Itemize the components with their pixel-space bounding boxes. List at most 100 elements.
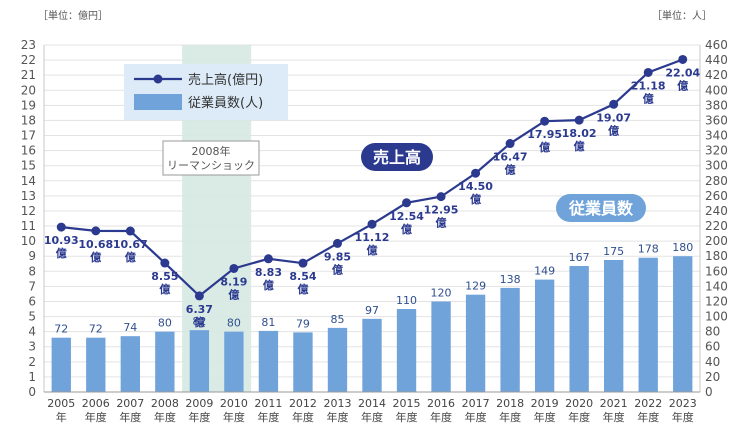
sales-line (56, 54, 688, 301)
employee-bar (224, 331, 244, 392)
employee-bar-label: 180 (672, 241, 693, 254)
y-left-tick: 5 (28, 310, 36, 324)
sales-badge: 売上高 (361, 143, 433, 171)
sales-point-label-unit: 億 (574, 139, 585, 153)
lehman-shock-box: 2008年 リーマンショック (162, 140, 260, 176)
x-tick-year: 2011 (254, 397, 282, 410)
sales-point (505, 139, 515, 149)
sales-point-label: 8.83 (255, 266, 282, 279)
sales-point-label: 14.50 (458, 180, 493, 193)
sales-point (540, 116, 550, 126)
sales-point (160, 258, 170, 268)
sales-point-label: 9.85 (324, 250, 351, 263)
sales-point (263, 254, 273, 264)
employee-bar (189, 330, 210, 392)
data-labels: 72 72 74 80 82 80 81 79 85 97 110 120 129 138 149 167 17… (44, 66, 701, 335)
x-tick-year: 2007 (116, 397, 144, 410)
y-right-tick: 40 (705, 355, 720, 369)
sales-point-label: 19.07 (596, 111, 631, 124)
y-right-tick: 320 (705, 144, 728, 158)
x-tick-year: 2013 (323, 397, 351, 410)
sales-point-label: 12.95 (424, 204, 459, 217)
sales-point-label-unit: 億 (367, 243, 378, 257)
employee-bar (120, 336, 140, 392)
employee-bar-label: 85 (330, 313, 344, 326)
unit-left: ［単位：億円］ (38, 9, 108, 22)
employee-bar (327, 327, 348, 392)
employee-bar (258, 330, 279, 392)
legend: 売上高(億円) 従業員数(人) (124, 64, 288, 120)
y-right-tick: 160 (705, 264, 728, 278)
sales-point-label-unit: 億 (297, 282, 308, 296)
x-tick-suffix: 年度 (672, 410, 694, 424)
sales-point (402, 198, 412, 208)
axes: 0123456789101112131415161718192021222302… (21, 38, 728, 424)
y-right-tick: 140 (705, 279, 728, 293)
x-tick-year: 2015 (393, 397, 421, 410)
sales-point (229, 263, 239, 273)
employee-bar (396, 309, 417, 392)
employee-bar-label: 80 (158, 317, 172, 330)
x-tick-year: 2019 (531, 397, 559, 410)
sales-point-label: 8.19 (220, 275, 247, 288)
employee-bar (51, 337, 71, 392)
y-right-tick: 260 (705, 189, 728, 203)
sales-point-label: 10.68 (78, 238, 113, 251)
x-tick-suffix: 年 (56, 410, 67, 424)
sales-point (91, 226, 101, 236)
sales-point (298, 258, 308, 268)
sales-point (436, 192, 446, 202)
sales-badge-text: 売上高 (373, 148, 421, 167)
sales-point-label-unit: 億 (505, 163, 516, 177)
sales-point-label-unit: 億 (194, 315, 205, 329)
y-left-tick: 6 (28, 294, 36, 308)
sales-point-label: 12.54 (389, 210, 424, 223)
y-left-tick: 2 (28, 355, 36, 369)
x-tick-suffix: 年度 (257, 410, 279, 424)
employee-bar-label: 97 (365, 304, 379, 317)
x-tick-year: 2009 (185, 397, 213, 410)
y-left-tick: 4 (28, 325, 36, 339)
sales-point-label-unit: 億 (677, 78, 688, 92)
sales-point-label-unit: 億 (401, 222, 412, 236)
x-tick-year: 2020 (565, 397, 593, 410)
employee-bar-label: 74 (123, 321, 137, 334)
x-tick-suffix: 年度 (568, 410, 590, 424)
x-tick-year: 2014 (358, 397, 386, 410)
sales-point (643, 67, 653, 77)
y-right-tick: 280 (705, 174, 728, 188)
lehman-label-line1: 2008年 (192, 144, 231, 158)
x-tick-year: 2006 (82, 397, 110, 410)
employee-bar (86, 337, 106, 392)
sales-point-label-unit: 億 (436, 216, 447, 230)
sales-point-label: 16.47 (493, 151, 528, 164)
x-tick-suffix: 年度 (223, 410, 245, 424)
y-right-tick: 360 (705, 113, 728, 127)
y-left-tick: 1 (28, 370, 36, 384)
sales-point-label-unit: 億 (643, 91, 654, 105)
legend-bar-swatch (134, 94, 182, 110)
employee-bar-label: 178 (638, 243, 659, 256)
y-left-tick: 21 (21, 68, 36, 82)
y-left-tick: 23 (21, 38, 36, 52)
sales-point-label: 8.55 (151, 270, 178, 283)
employee-bar-label: 81 (261, 316, 275, 329)
x-tick-suffix: 年度 (292, 410, 314, 424)
employee-bar (155, 331, 175, 392)
x-tick-year: 2016 (427, 397, 455, 410)
employee-bar-label: 72 (54, 323, 68, 336)
y-left-tick: 22 (21, 53, 36, 67)
employee-bar-label: 129 (465, 280, 486, 293)
sales-point-label: 10.67 (113, 238, 148, 251)
sales-point-label: 10.93 (44, 234, 79, 247)
sales-point (574, 115, 584, 125)
sales-point-label: 17.95 (527, 128, 562, 141)
sales-point-label-unit: 億 (159, 282, 170, 296)
employee-bar-label: 82 (192, 315, 206, 328)
y-right-tick: 340 (705, 129, 728, 143)
x-tick-year: 2021 (600, 397, 628, 410)
x-tick-suffix: 年度 (534, 410, 556, 424)
sales-point-label-unit: 億 (90, 250, 101, 264)
x-tick-suffix: 年度 (465, 410, 487, 424)
